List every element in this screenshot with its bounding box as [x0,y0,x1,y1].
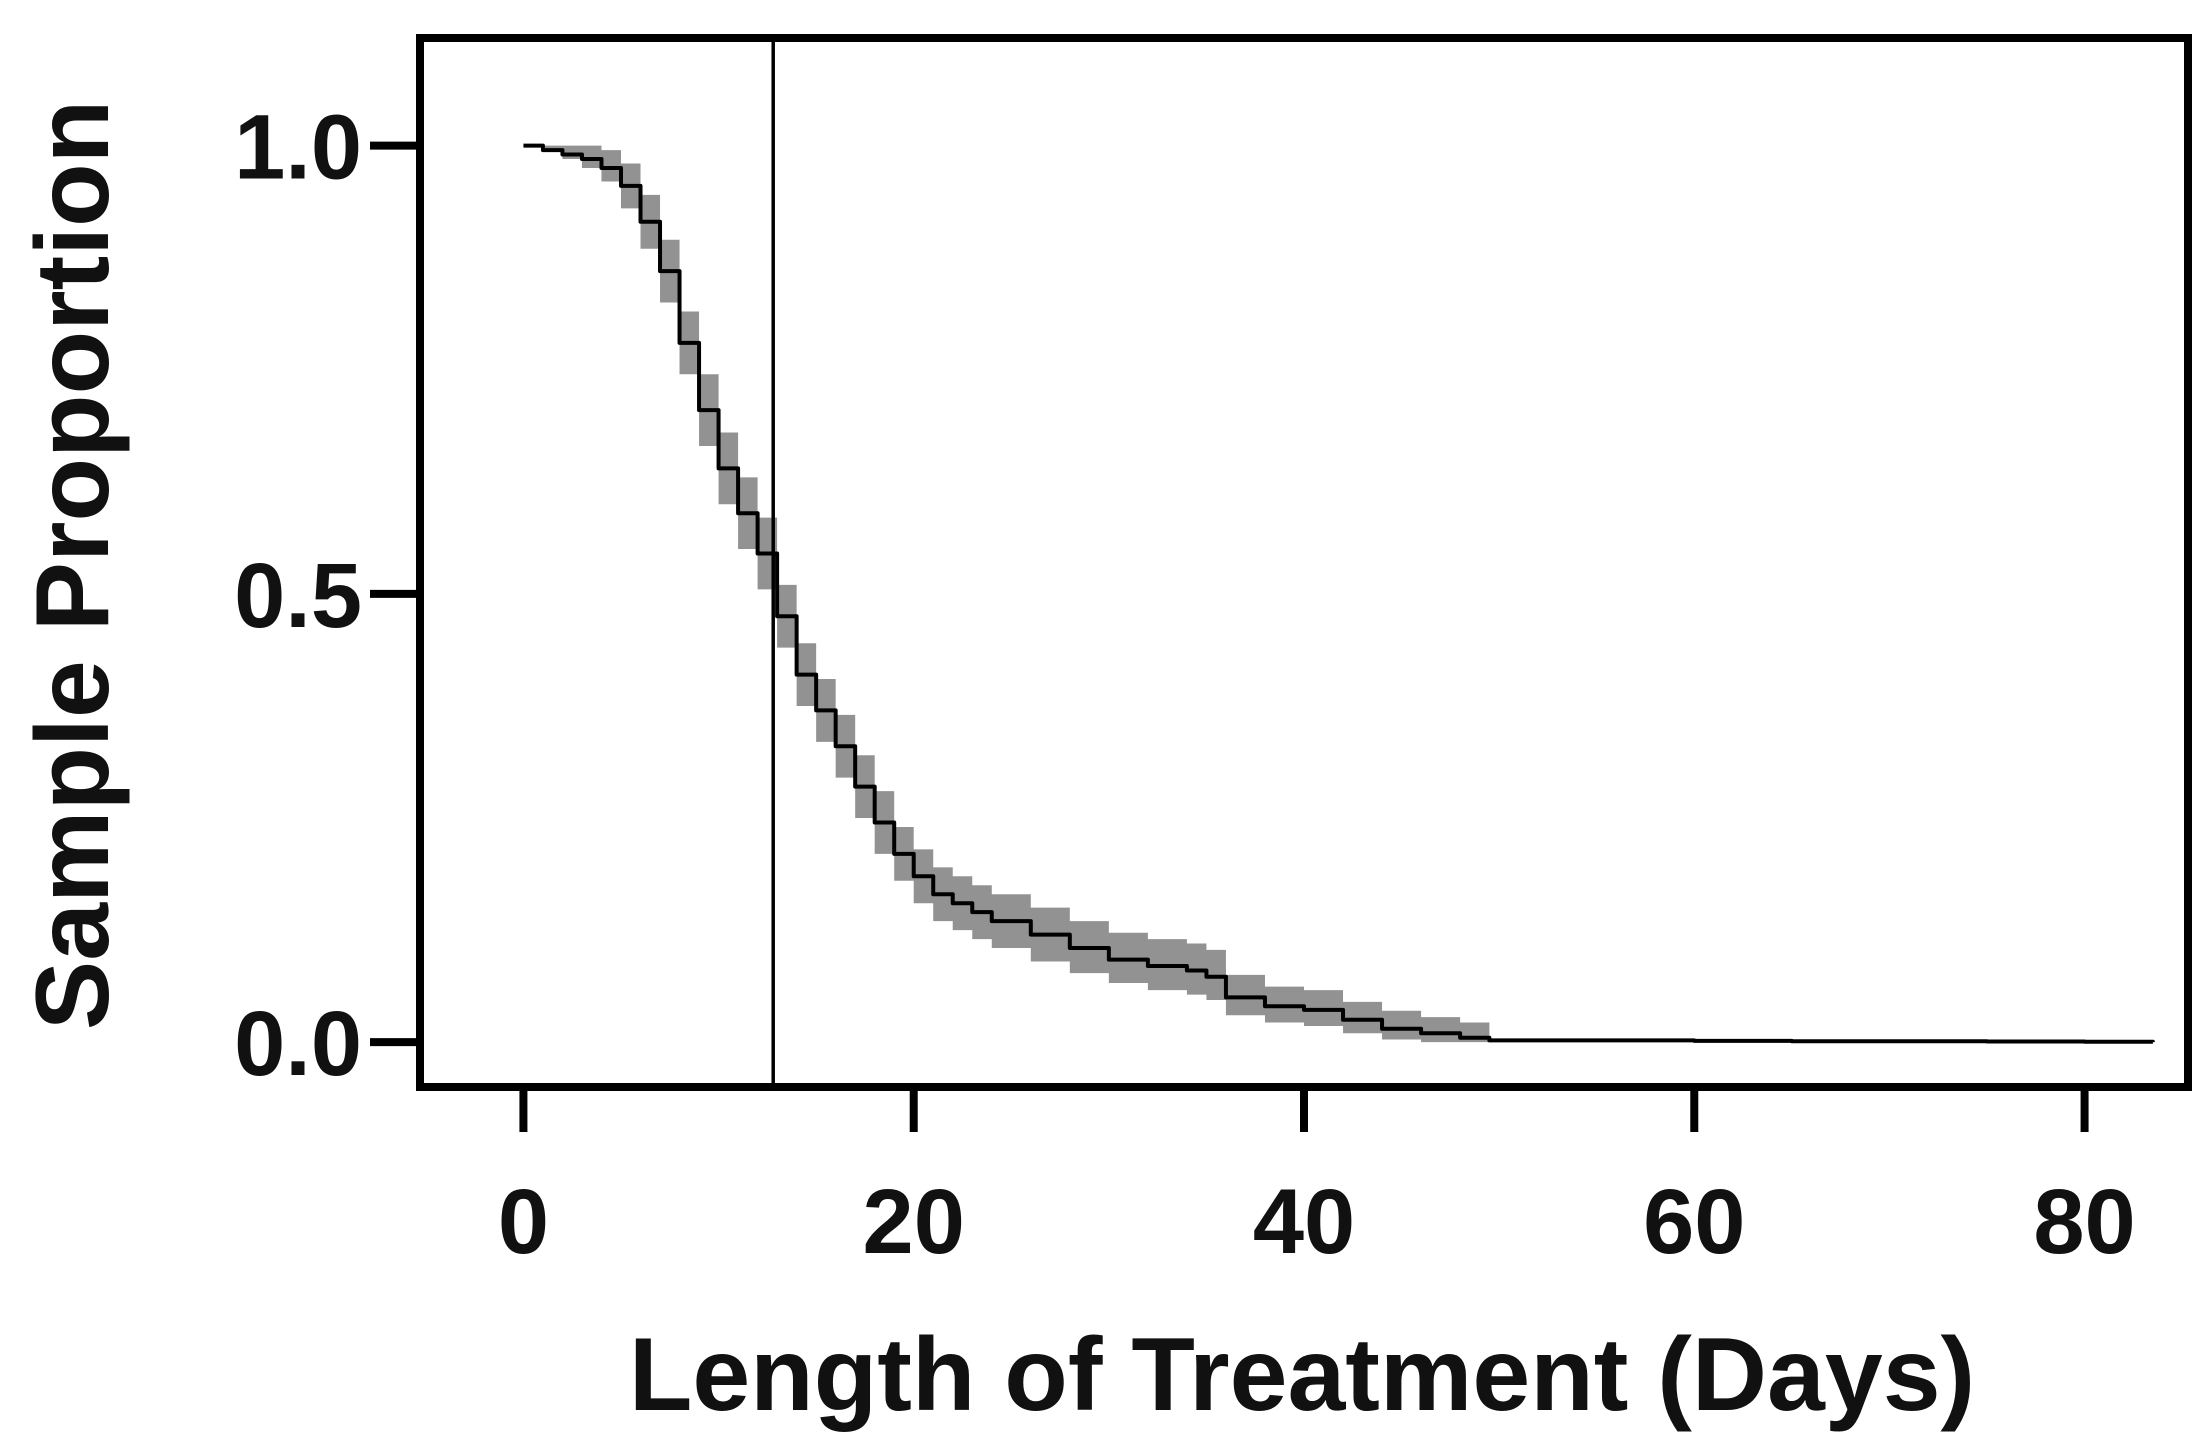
plot-frame [416,34,2192,1091]
y-tick-label: 0.5 [234,545,362,647]
y-tick-label: 1.0 [234,97,362,199]
x-tick-label: 80 [2033,1171,2135,1273]
y-axis-title: Sample Proportion [15,100,131,1030]
x-tick-label: 40 [1253,1171,1355,1273]
confidence-band [523,145,1490,1043]
x-tick-label: 60 [1643,1171,1745,1273]
x-tick-label: 0 [498,1171,549,1273]
x-axis-title: Length of Treatment (Days) [629,1317,1975,1433]
series-line [523,143,2155,1044]
plot-area [523,38,2155,1087]
y-tick-label: 0.0 [234,993,362,1095]
axes: 0 20 40 60 80 0.0 0.5 1.0 [234,34,2192,1273]
x-tick-label: 20 [863,1171,965,1273]
